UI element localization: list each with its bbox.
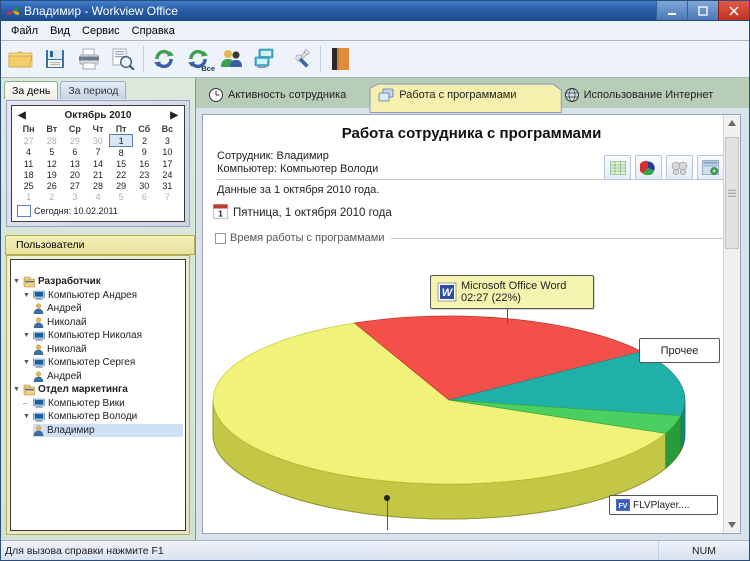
- svg-text:FV: FV: [619, 503, 628, 510]
- svg-text:W: W: [442, 287, 454, 299]
